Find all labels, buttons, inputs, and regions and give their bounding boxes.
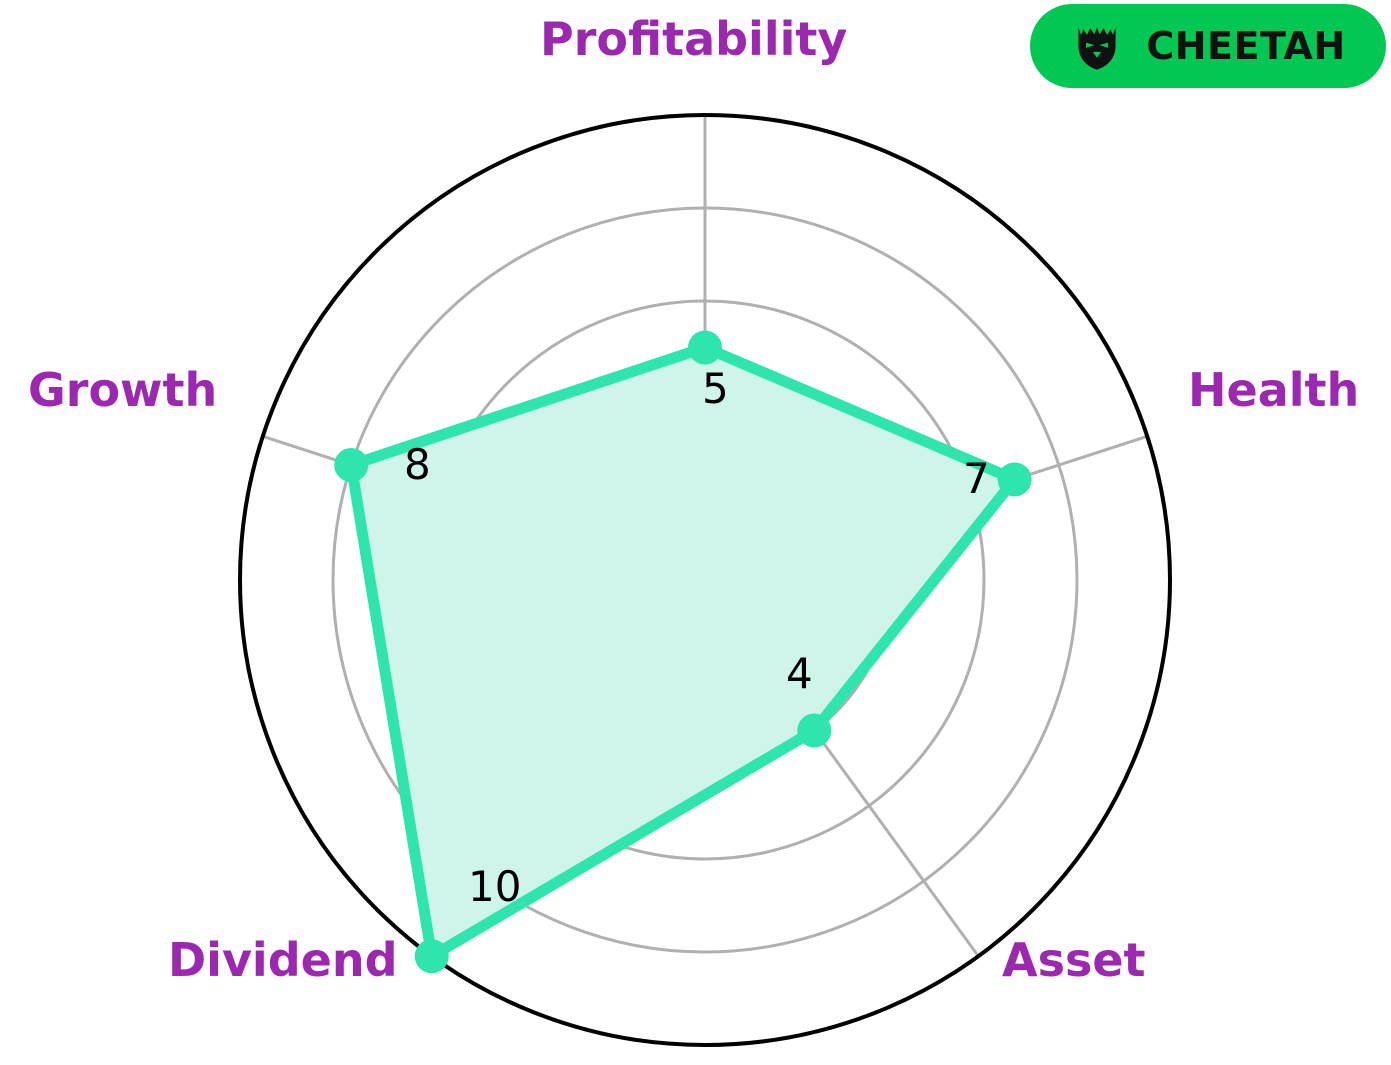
axis-label-profitability: Profitability — [540, 12, 848, 66]
value-label-dividend: 10 — [468, 862, 522, 911]
cheetah-face-icon — [1078, 27, 1116, 70]
axis-label-dividend: Dividend — [168, 933, 398, 987]
data-point-profitability[interactable] — [688, 330, 722, 365]
value-label-health: 7 — [963, 454, 990, 503]
radar-series-outline — [345, 342, 1021, 962]
radar-data-points — [334, 330, 1032, 974]
axis-label-growth: Growth — [28, 363, 218, 417]
value-label-asset: 4 — [786, 649, 813, 698]
data-point-growth[interactable] — [334, 448, 369, 482]
axis-label-health: Health — [1188, 363, 1360, 417]
data-point-dividend[interactable] — [414, 939, 449, 974]
value-label-growth: 8 — [404, 440, 431, 489]
data-point-asset[interactable] — [797, 713, 832, 748]
value-label-profitability: 5 — [702, 364, 729, 413]
brand-badge[interactable]: CHEETAH — [1030, 4, 1386, 88]
data-point-health[interactable] — [997, 462, 1032, 497]
axis-label-asset: Asset — [1002, 933, 1146, 987]
radar-series-fill — [351, 347, 1015, 957]
radar-outer-boundary — [238, 113, 1172, 1047]
brand-label: CHEETAH — [1146, 24, 1346, 68]
